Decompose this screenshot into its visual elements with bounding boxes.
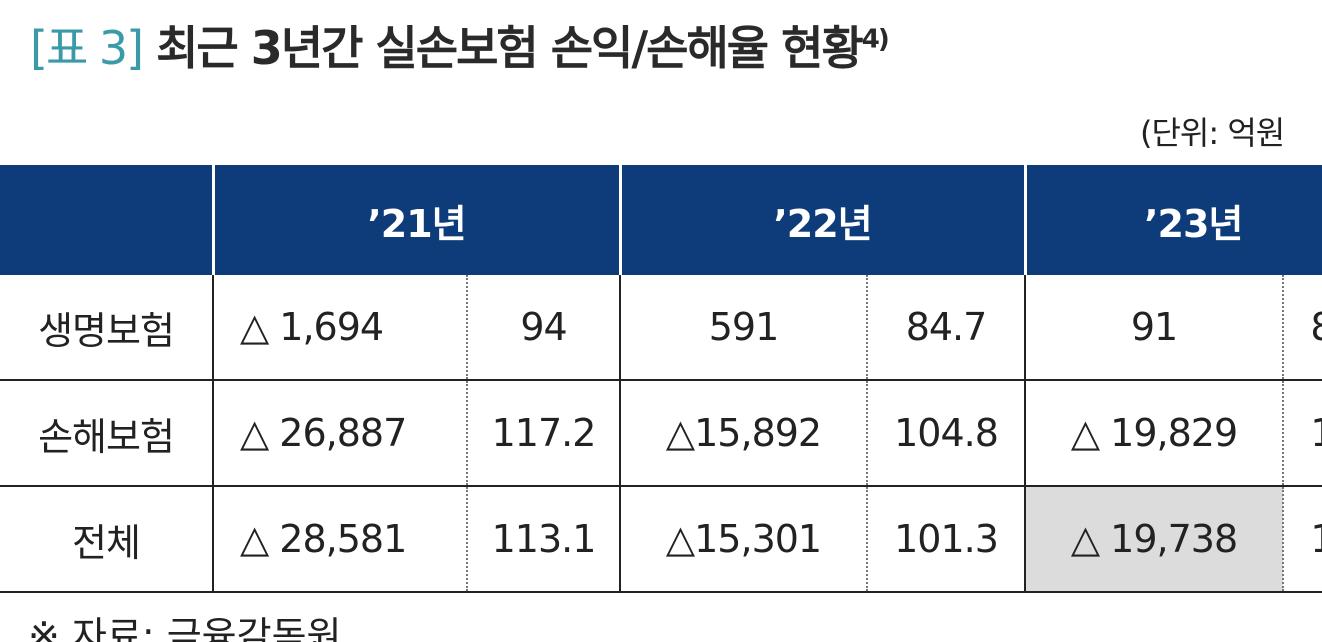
row-label: 전체	[0, 486, 214, 593]
table-cell: △ 19,738	[1024, 486, 1283, 593]
row-label: 손해보험	[0, 380, 214, 487]
table-cell: 113.1	[466, 486, 620, 593]
table-cell: △ 1,694	[212, 275, 467, 381]
title: [표 3] 최근 3년간 실손보험 손익/손해율 현황4)	[30, 12, 890, 78]
unit: (단위: 억원	[1140, 114, 1285, 152]
table-cell: 8	[1282, 275, 1322, 381]
table-cell: 101.3	[866, 486, 1025, 593]
table-cell: △15,892	[619, 380, 867, 487]
table-cell: △ 28,581	[212, 486, 467, 593]
header-row: ’21년 ’22년 ’23년	[0, 165, 1322, 275]
footnote-ref: 4)	[861, 24, 890, 55]
table-cell: 94	[466, 275, 620, 381]
table-cell: 104.8	[866, 380, 1025, 487]
column-header: ’23년	[1023, 165, 1322, 275]
table-cell: △ 19,829	[1024, 380, 1283, 487]
table-cell: △ 26,887	[212, 380, 467, 487]
column-header: ’22년	[618, 165, 1025, 275]
column-header: ’21년	[211, 165, 620, 275]
table-cell: △15,301	[619, 486, 867, 593]
title-text: 최근 3년간 실손보험 손익/손해율 현황	[156, 21, 864, 75]
row-label: 생명보험	[0, 275, 214, 381]
table: ’21년’22년’23년 생명보험△ 1,6949459184.7918손해보험…	[0, 165, 1322, 593]
table-cell: 84.7	[866, 275, 1025, 381]
table-cell: 591	[619, 275, 867, 381]
table-number: [표 3]	[30, 21, 144, 75]
source: ※ 자료: 금융감독원	[28, 614, 342, 642]
table-cell: 1	[1282, 380, 1322, 487]
table-cell: 1	[1282, 486, 1322, 593]
table-cell: 91	[1024, 275, 1283, 381]
corner-cell	[0, 165, 213, 275]
table-cell: 117.2	[466, 380, 620, 487]
